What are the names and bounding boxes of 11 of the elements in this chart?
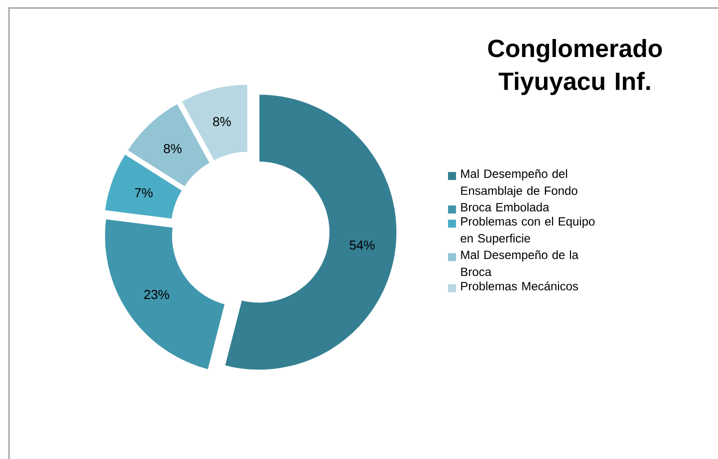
chart-title: Conglomerado Tiyuyacu Inf. bbox=[488, 38, 662, 96]
legend-label: Problemas con el Equipo en Superficie bbox=[460, 216, 595, 245]
legend-label: Mal Desempeño del Ensamblaje de Fondo bbox=[461, 169, 578, 198]
legend-label: Problemas Mecánicos bbox=[461, 281, 578, 290]
legend-label: Broca Embolada bbox=[461, 202, 550, 212]
data-label: 54% bbox=[350, 240, 375, 250]
data-label: 8% bbox=[164, 144, 182, 154]
data-label: 7% bbox=[134, 188, 153, 198]
data-label: 23% bbox=[144, 290, 170, 300]
legend-label: Mal Desempeño de la Broca bbox=[461, 250, 578, 276]
data-label: 8% bbox=[213, 116, 231, 126]
